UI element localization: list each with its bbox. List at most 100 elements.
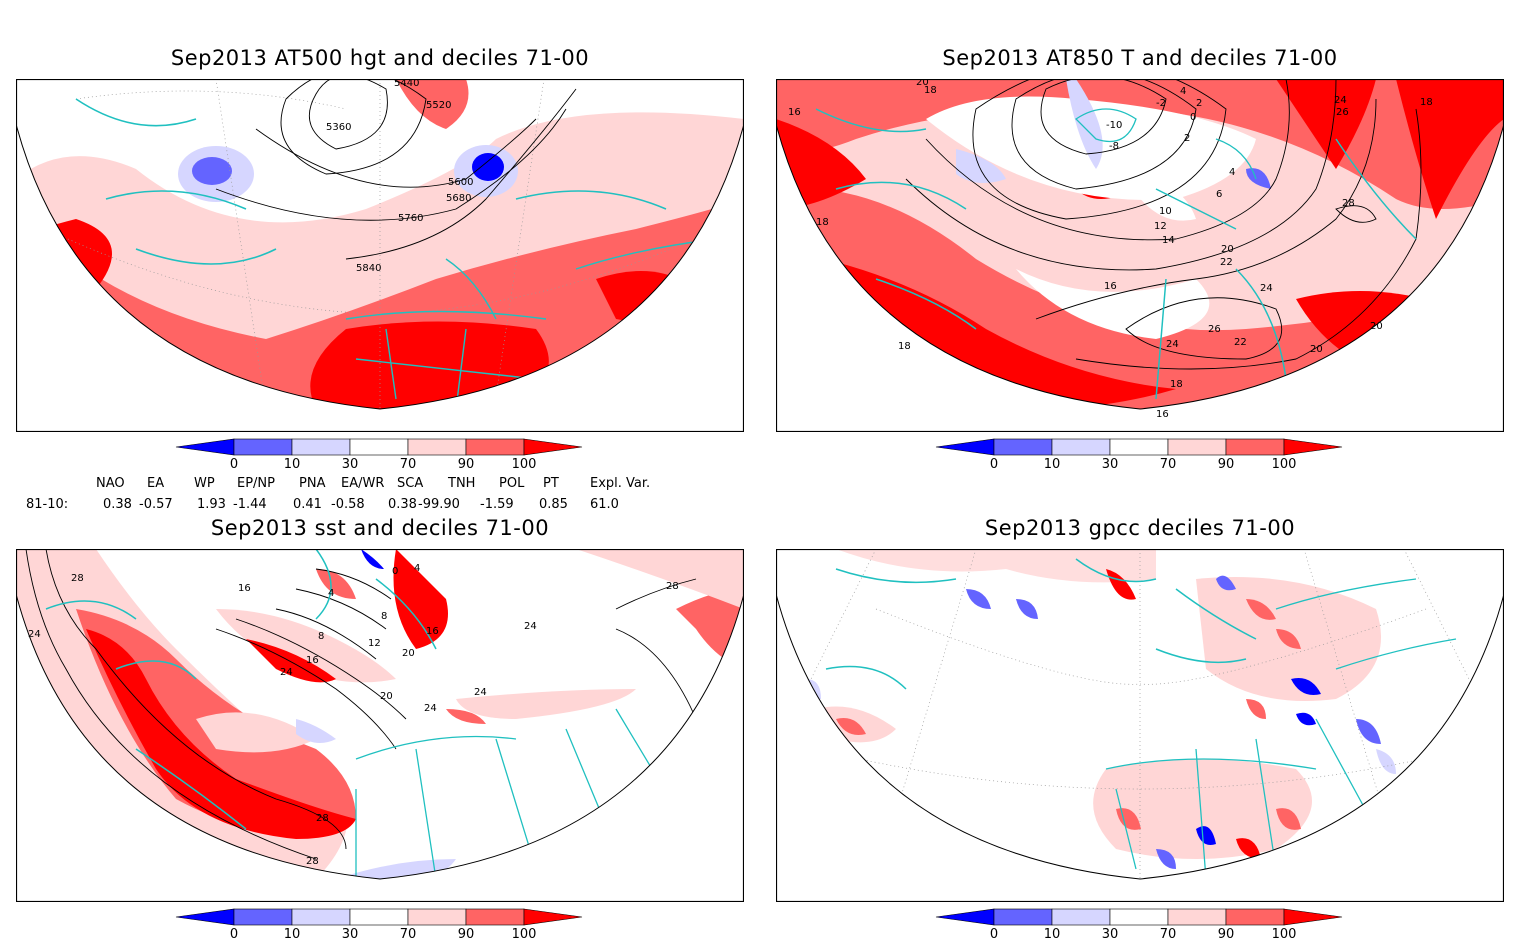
contour-label: 20 [916, 79, 929, 88]
tc-header: PNA [299, 476, 326, 491]
title-p4: Sep2013 gpcc deciles 71-00 [984, 516, 1296, 540]
tc-header: EA [147, 476, 165, 491]
contour-label: 16 [238, 583, 251, 594]
contour-label: 16 [426, 626, 439, 637]
colorbar-tick: 90 [1218, 927, 1235, 940]
title-p1: Sep2013 AT500 hgt and deciles 71-00 [170, 46, 590, 70]
colorbar-p3: 0 10 30 70 90 100 [175, 908, 583, 940]
contour-label: 2 [1196, 98, 1202, 109]
contour-label: 18 [898, 341, 911, 352]
contour-label: 4 [1229, 167, 1235, 178]
tc-value: 0.85 [539, 497, 568, 512]
contour-label: 24 [28, 629, 41, 640]
tc-value: -1.59 [480, 497, 514, 512]
tc-value: -99.90 [418, 497, 460, 512]
colorbar-tick: 30 [1102, 457, 1119, 472]
colorbar-tick: 70 [1160, 927, 1177, 940]
title-p2: Sep2013 AT850 T and deciles 71-00 [942, 46, 1338, 70]
contour-label: 26 [1336, 107, 1349, 118]
contour-label: 4 [414, 563, 420, 574]
contour-label: 0 [392, 566, 398, 577]
tc-value: 0.41 [293, 497, 322, 512]
contour-label: 28 [71, 573, 84, 584]
tc-header: TNH [448, 476, 476, 491]
colorbar-tick: 100 [512, 457, 537, 472]
contour-label: 5600 [448, 177, 473, 188]
colorbar-tick: 10 [1044, 457, 1061, 472]
tc-header: EP/NP [237, 476, 275, 491]
colorbar-tick: 30 [342, 927, 359, 940]
contour-label: 20 [1370, 321, 1383, 332]
tc-value: -1.44 [233, 497, 267, 512]
colorbar-tick: 100 [512, 927, 537, 940]
contour-label: 28 [666, 581, 679, 592]
colorbar-tick: 0 [230, 457, 238, 472]
contour-label: 24 [1260, 283, 1273, 294]
contour-label: 5520 [426, 100, 451, 111]
contour-label: 24 [474, 687, 487, 698]
colorbar-tick: 10 [1044, 927, 1061, 940]
colorbar-p1: 0 10 30 70 90 100 [175, 438, 583, 472]
tc-header: PT [543, 476, 559, 491]
contour-label: 18 [1170, 379, 1183, 390]
map-panel-sst: 28 24 16 4 0 4 8 12 16 20 24 20 24 24 28… [16, 549, 744, 902]
contour-label: 28 [1342, 198, 1355, 209]
contour-label: 28 [306, 856, 319, 867]
colorbar-p2: 0 10 30 70 90 100 [935, 438, 1343, 472]
contour-label: 14 [1162, 235, 1175, 246]
contour-label: 5360 [326, 122, 351, 133]
contour-label: 5680 [446, 193, 471, 204]
colorbar-tick: 10 [284, 927, 301, 940]
contour-label: 20 [1221, 244, 1234, 255]
contour-label: 24 [1166, 339, 1179, 350]
tc-header: POL [499, 476, 525, 491]
colorbar-tick: 90 [458, 457, 475, 472]
colorbar-tick: 90 [1218, 457, 1235, 472]
contour-label: 20 [1310, 344, 1323, 355]
contour-label: 5760 [398, 213, 423, 224]
contour-label: 12 [1154, 221, 1167, 232]
colorbar-tick: 30 [342, 457, 359, 472]
tc-row-label: 81-10: [26, 497, 69, 512]
contour-label: 22 [1220, 257, 1233, 268]
contour-label: 5440 [394, 79, 419, 89]
contour-label: 18 [816, 217, 829, 228]
colorbar-p4: 0 10 30 70 90 100 [935, 908, 1343, 940]
contour-label: -2 [1156, 98, 1166, 109]
colorbar-tick: 30 [1102, 927, 1119, 940]
colorbar-tick: 70 [1160, 457, 1177, 472]
contour-label: 2 [1184, 133, 1190, 144]
colorbar-tick: 100 [1272, 457, 1297, 472]
contour-label: -8 [1109, 141, 1119, 152]
contour-label: 4 [1180, 86, 1186, 97]
tc-value: 0.38 [103, 497, 132, 512]
contour-label: 24 [524, 621, 537, 632]
contour-label: 10 [1159, 206, 1172, 217]
contour-label: -10 [1106, 120, 1122, 131]
contour-label: 20 [380, 691, 393, 702]
tc-header: NAO [96, 476, 125, 491]
contour-label: 28 [316, 813, 329, 824]
tc-header: SCA [397, 476, 424, 491]
contour-label: 22 [1234, 337, 1247, 348]
map-panel-gpcc [776, 549, 1504, 902]
tc-value: -0.58 [331, 497, 365, 512]
contour-label: 5840 [356, 263, 381, 274]
colorbar-tick: 90 [458, 927, 475, 940]
contour-label: 12 [368, 638, 381, 649]
title-p3: Sep2013 sst and deciles 71-00 [210, 516, 550, 540]
tc-value: 61.0 [590, 497, 619, 512]
tc-header: Expl. Var. [590, 476, 651, 491]
colorbar-tick: 0 [990, 927, 998, 940]
contour-label: 26 [1208, 324, 1221, 335]
contour-label: 16 [306, 655, 319, 666]
contour-label: 16 [1104, 281, 1117, 292]
colorbar-tick: 0 [990, 457, 998, 472]
tc-header: EA/WR [341, 476, 385, 491]
contour-label: 24 [280, 667, 293, 678]
contour-label: 8 [318, 631, 324, 642]
tc-value: -0.57 [139, 497, 173, 512]
colorbar-tick: 10 [284, 457, 301, 472]
tc-value: 1.93 [197, 497, 226, 512]
colorbar-tick: 100 [1272, 927, 1297, 940]
